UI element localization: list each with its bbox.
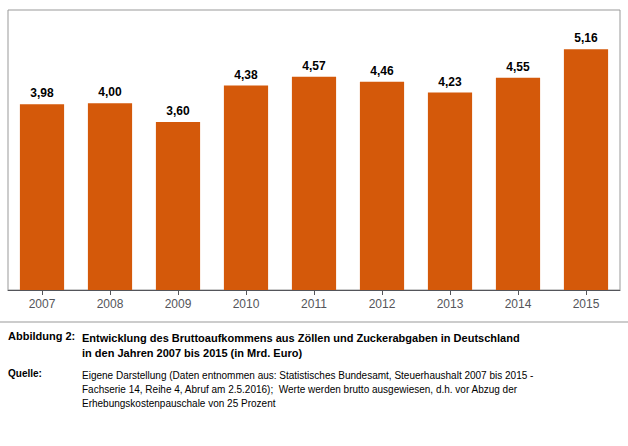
svg-text:Abbildung 2:: Abbildung 2: [8, 330, 75, 342]
svg-text:2015: 2015 [573, 297, 600, 311]
svg-text:3,60: 3,60 [166, 104, 190, 118]
svg-text:Quelle:: Quelle: [8, 368, 42, 379]
svg-text:4,55: 4,55 [506, 60, 530, 74]
svg-text:2007: 2007 [29, 297, 56, 311]
svg-text:2011: 2011 [301, 297, 327, 311]
svg-text:Entwicklung des Bruttoaufkomme: Entwicklung des Bruttoaufkommens aus Zöl… [82, 332, 520, 344]
svg-text:5,16: 5,16 [574, 31, 598, 45]
svg-text:Erhebungskostenpauschale von 2: Erhebungskostenpauschale von 25 Prozent [82, 398, 276, 409]
svg-text:4,46: 4,46 [370, 64, 394, 78]
svg-text:2008: 2008 [97, 297, 124, 311]
svg-text:3,98: 3,98 [30, 86, 54, 100]
svg-text:4,00: 4,00 [98, 85, 122, 99]
svg-text:4,38: 4,38 [234, 68, 258, 82]
svg-text:in den Jahren 2007 bis 2015 (i: in den Jahren 2007 bis 2015 (in Mrd. Eur… [82, 347, 302, 359]
svg-text:4,57: 4,57 [302, 59, 326, 73]
svg-text:2010: 2010 [233, 297, 260, 311]
svg-text:Fachserie 14, Reihe 4, Abruf a: Fachserie 14, Reihe 4, Abruf am 2.5.2016… [82, 384, 518, 395]
svg-text:4,23: 4,23 [438, 75, 462, 89]
svg-text:2012: 2012 [369, 297, 396, 311]
svg-text:2013: 2013 [437, 297, 464, 311]
svg-text:Eigene Darstellung (Daten entn: Eigene Darstellung (Daten entnommen aus:… [82, 370, 533, 381]
svg-text:2009: 2009 [165, 297, 192, 311]
svg-text:2014: 2014 [505, 297, 532, 311]
